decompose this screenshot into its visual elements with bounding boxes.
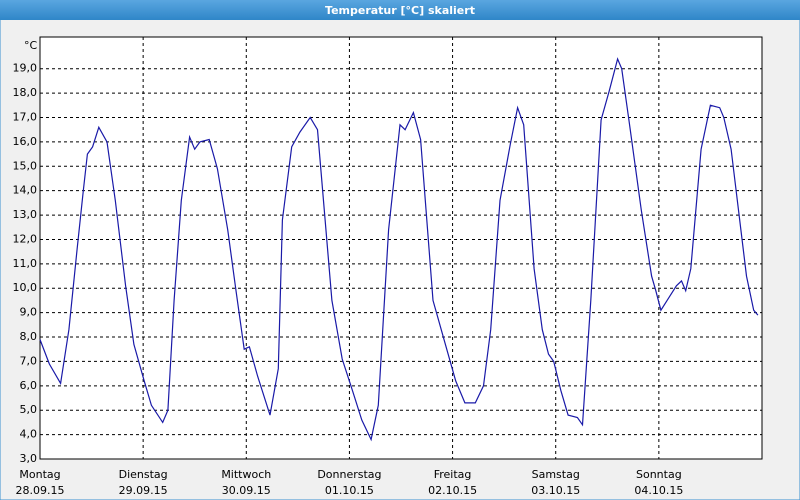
y-tick-label: 4,0	[20, 428, 38, 441]
y-tick-label: 17,0	[13, 110, 38, 123]
plot-area	[39, 36, 763, 460]
y-tick-label: 15,0	[13, 159, 38, 172]
x-tick-date: 30.09.15	[222, 484, 271, 497]
x-tick-date: 28.09.15	[16, 484, 65, 497]
y-axis-label: °C	[24, 39, 38, 52]
y-tick-label: 19,0	[13, 62, 38, 75]
y-tick-label: 14,0	[13, 184, 38, 197]
y-tick-label: 13,0	[13, 208, 38, 221]
x-tick-label: Mittwoch	[221, 468, 271, 481]
y-tick-label: 5,0	[20, 403, 38, 416]
y-tick-label: 8,0	[20, 330, 38, 343]
y-tick-label: 9,0	[20, 306, 38, 319]
x-tick-date: 02.10.15	[428, 484, 477, 497]
x-tick-label: Sonntag	[636, 468, 682, 481]
x-tick-date: 03.10.15	[531, 484, 580, 497]
y-tick-label: 16,0	[13, 135, 38, 148]
x-tick-label: Samstag	[532, 468, 580, 481]
y-tick-label: 3,0	[20, 452, 38, 465]
x-tick-date: 01.10.15	[325, 484, 374, 497]
x-tick-date: 04.10.15	[634, 484, 683, 497]
x-tick-label: Montag	[19, 468, 60, 481]
x-tick-label: Dienstag	[119, 468, 168, 481]
temperature-line	[39, 57, 759, 442]
y-tick-label: 10,0	[13, 281, 38, 294]
title-bar	[0, 0, 800, 20]
y-tick-label: 7,0	[20, 354, 38, 367]
chart-title: Temperatur [°C] skaliert	[325, 4, 475, 17]
y-tick-label: 11,0	[13, 257, 38, 270]
x-tick-label: Donnerstag	[317, 468, 381, 481]
x-tick-label: Freitag	[434, 468, 472, 481]
x-tick-date: 29.09.15	[119, 484, 168, 497]
y-tick-label: 18,0	[13, 86, 38, 99]
y-tick-label: 12,0	[13, 232, 38, 245]
y-tick-label: 6,0	[20, 379, 38, 392]
